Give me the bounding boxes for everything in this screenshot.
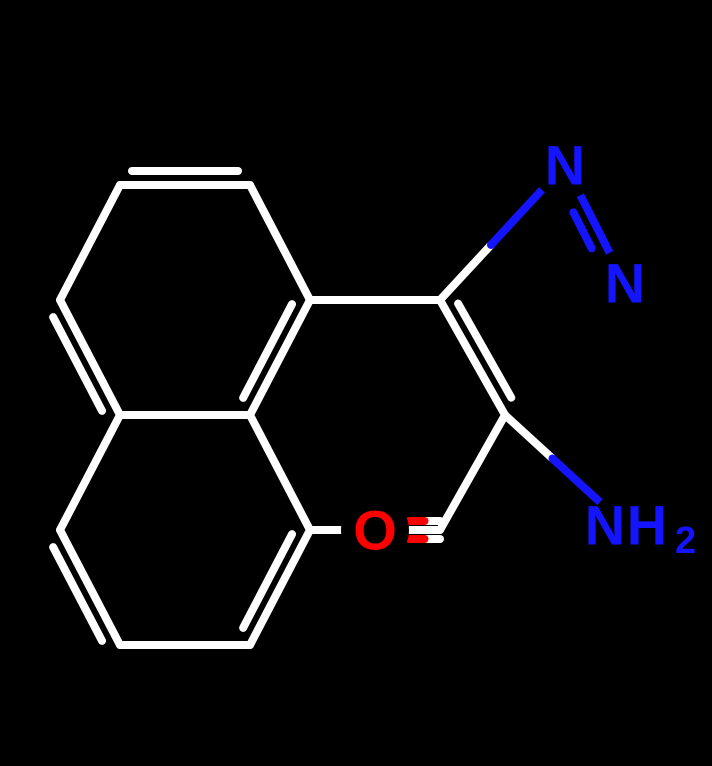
- atom-labels-layer: NNNH2O: [353, 134, 696, 563]
- subscript-2: 2: [675, 520, 696, 562]
- molecule-diagram: NNNH2O: [0, 0, 712, 766]
- n-label: N: [605, 252, 645, 315]
- nitrogen-label: N: [585, 494, 625, 557]
- bonds-layer: [53, 171, 609, 645]
- o-label: O: [353, 499, 397, 562]
- n-label: N: [545, 134, 585, 197]
- hydrogen-label: H: [627, 494, 667, 557]
